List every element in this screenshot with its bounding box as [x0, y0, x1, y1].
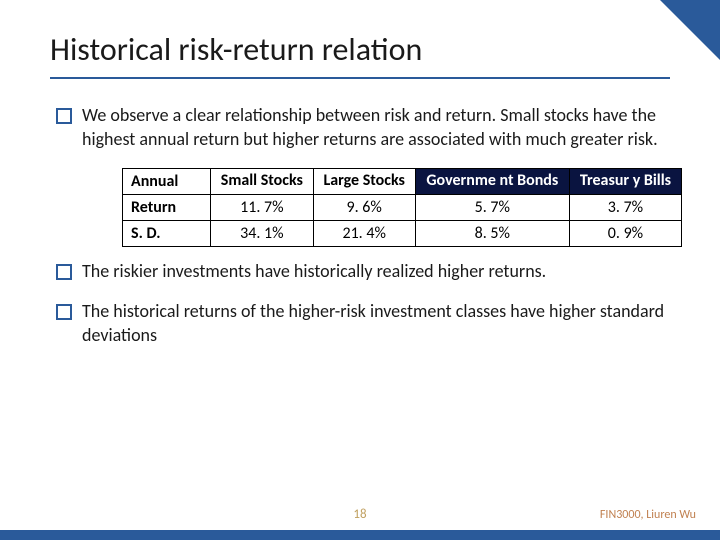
bullet-item: We observe a clear relationship between … — [50, 103, 670, 152]
bullet-item: The riskier investments have historicall… — [50, 259, 670, 283]
bullet-list: We observe a clear relationship between … — [50, 103, 670, 152]
bullet-item: The historical returns of the higher-ris… — [50, 299, 670, 348]
corner-accent — [660, 0, 720, 60]
table-cell: 34. 1% — [211, 220, 314, 246]
slide-title: Historical risk-return relation — [50, 30, 670, 69]
table-row: S. D. 34. 1% 21. 4% 8. 5% 0. 9% — [123, 220, 682, 246]
table-col-header: Small Stocks — [211, 168, 314, 194]
table-cell: 8. 5% — [415, 220, 569, 246]
table-cell: 5. 7% — [415, 194, 569, 220]
row-label: Return — [123, 194, 211, 220]
table-col-header: Governme nt Bonds — [415, 168, 569, 194]
table-header-row: Annual Small Stocks Large Stocks Governm… — [123, 168, 682, 194]
table-col-header: Treasur y Bills — [569, 168, 681, 194]
table-cell: 21. 4% — [313, 220, 415, 246]
table-cell: 9. 6% — [313, 194, 415, 220]
risk-return-table: Annual Small Stocks Large Stocks Governm… — [122, 168, 682, 247]
row-label: S. D. — [123, 220, 211, 246]
table-corner-cell: Annual — [123, 168, 211, 194]
slide-content: Historical risk-return relation We obser… — [0, 0, 720, 383]
table-cell: 3. 7% — [569, 194, 681, 220]
title-divider — [50, 77, 670, 79]
footer-credit: FIN3000, Liuren Wu — [600, 508, 696, 522]
table-cell: 0. 9% — [569, 220, 681, 246]
table-cell: 11. 7% — [211, 194, 314, 220]
bottom-accent-bar — [0, 530, 720, 540]
bullet-list: The riskier investments have historicall… — [50, 259, 670, 348]
table-row: Return 11. 7% 9. 6% 5. 7% 3. 7% — [123, 194, 682, 220]
table-col-header: Large Stocks — [313, 168, 415, 194]
